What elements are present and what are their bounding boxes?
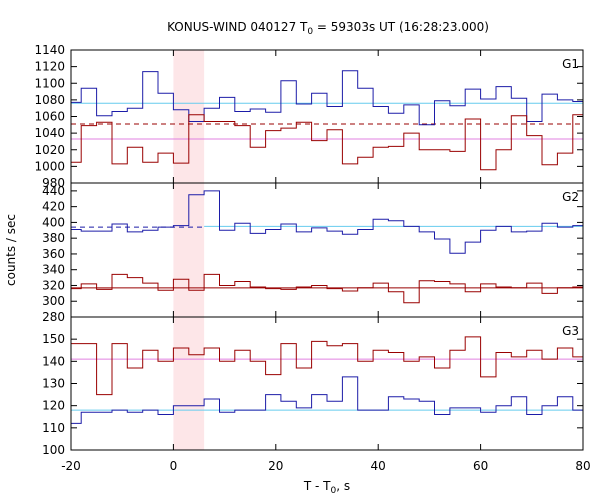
y-tick-label: 1000 — [34, 159, 65, 173]
y-tick-label: 130 — [42, 377, 65, 391]
y-tick-label: 140 — [42, 354, 65, 368]
series-g2-blue-0 — [71, 190, 583, 254]
y-tick-label: 110 — [42, 421, 65, 435]
panel-g3 — [71, 336, 583, 424]
y-tick-label: 1020 — [34, 143, 65, 157]
y-tick-label: 1040 — [34, 126, 65, 140]
x-tick-label: -20 — [61, 459, 81, 473]
y-tick-label: 1100 — [34, 76, 65, 90]
series-g2-red-2 — [71, 273, 583, 304]
y-tick-label: 1140 — [34, 43, 65, 57]
y-tick-label: 100 — [42, 443, 65, 457]
y-tick-label: 120 — [42, 399, 65, 413]
y-tick-label: 300 — [42, 294, 65, 308]
x-axis-label: T - T0, s — [303, 479, 350, 496]
y-tick-label: 320 — [42, 278, 65, 292]
y-tick-label: 400 — [42, 215, 65, 229]
x-tick-label: 60 — [473, 459, 488, 473]
x-tick-label: 80 — [575, 459, 590, 473]
x-tick-label: 20 — [268, 459, 283, 473]
y-tick-label: 1080 — [34, 93, 65, 107]
series-g1-blue-0 — [71, 70, 583, 126]
x-tick-label: 40 — [371, 459, 386, 473]
x-tick-label: 0 — [170, 459, 178, 473]
y-tick-label: 1060 — [34, 110, 65, 124]
y-tick-label: 1120 — [34, 60, 65, 74]
y-tick-label: 340 — [42, 263, 65, 277]
panel-frame — [70, 316, 584, 451]
chart-title: KONUS-WIND 040127 T0 = 59303s UT (16:28:… — [167, 20, 489, 37]
panel-g1 — [71, 70, 583, 171]
series-g1-red-1 — [71, 114, 583, 171]
series-g3-blue-0 — [71, 376, 583, 424]
y-axis-label: counts / sec — [4, 214, 18, 286]
panel-g2 — [71, 190, 583, 304]
y-tick-label: 280 — [42, 310, 65, 324]
y-tick-label: 440 — [42, 184, 65, 198]
y-tick-label: 980 — [42, 176, 65, 190]
y-tick-label: 360 — [42, 247, 65, 261]
plot-area: 98010001020104010601080110011201140G1280… — [34, 43, 590, 473]
panel-frame — [70, 182, 584, 318]
panel-label: G3 — [562, 324, 579, 338]
y-tick-label: 420 — [42, 200, 65, 214]
panel-label: G2 — [562, 190, 579, 204]
panel-frame — [70, 49, 584, 184]
panel-label: G1 — [562, 57, 579, 71]
y-tick-label: 150 — [42, 332, 65, 346]
y-tick-label: 380 — [42, 231, 65, 245]
series-g3-red-1 — [71, 336, 583, 396]
